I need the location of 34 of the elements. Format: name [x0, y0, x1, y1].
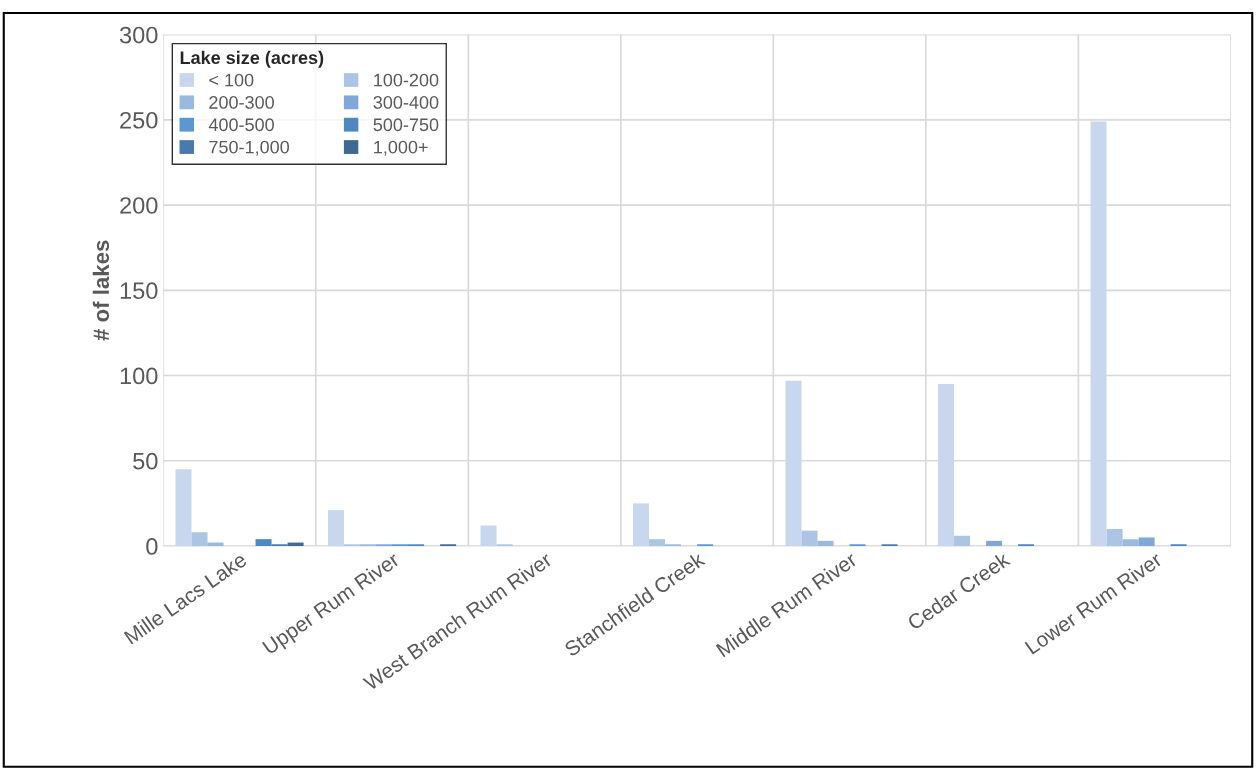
- legend-label: 500-750: [373, 118, 439, 132]
- bar: [801, 530, 818, 546]
- y-tick-label: 300: [119, 26, 158, 44]
- bar: [1122, 539, 1139, 546]
- bar: [817, 540, 834, 546]
- legend-label: 400-500: [208, 118, 274, 132]
- bar: [954, 535, 971, 546]
- legend-label: 300-400: [373, 96, 439, 109]
- bar: [328, 510, 345, 546]
- y-tick-label: 200: [120, 197, 158, 214]
- legend-label: 200-300: [209, 96, 274, 109]
- bar: [480, 525, 497, 546]
- bar: [633, 503, 650, 546]
- legend-label: 1,000+: [374, 140, 428, 156]
- bar: [649, 539, 666, 546]
- bar: [785, 380, 802, 546]
- bar: [1138, 537, 1155, 546]
- bar: [1106, 528, 1123, 546]
- bar: [191, 532, 208, 546]
- y-tick-label: 0: [146, 538, 158, 555]
- y-tick-label: 50: [133, 452, 158, 470]
- bar: [938, 384, 955, 546]
- legend-label: < 100: [209, 73, 254, 87]
- bar: [986, 540, 1003, 546]
- y-tick-label: 250: [120, 111, 158, 129]
- bar: [1090, 121, 1107, 546]
- legend-label: 750-1,000: [209, 140, 290, 156]
- y-axis-title: # of lakes: [92, 240, 110, 341]
- y-tick-label: 150: [120, 282, 158, 300]
- y-tick-label: 100: [120, 367, 158, 385]
- bar: [175, 469, 192, 546]
- legend-title: Lake size (acres): [180, 50, 324, 68]
- bar: [255, 539, 272, 546]
- legend-label: 100-200: [374, 73, 439, 87]
